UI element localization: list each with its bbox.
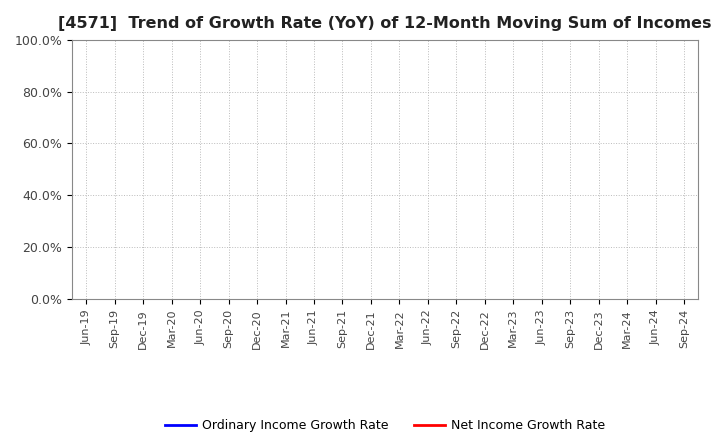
Legend: Ordinary Income Growth Rate, Net Income Growth Rate: Ordinary Income Growth Rate, Net Income … xyxy=(160,414,611,437)
Title: [4571]  Trend of Growth Rate (YoY) of 12-Month Moving Sum of Incomes: [4571] Trend of Growth Rate (YoY) of 12-… xyxy=(58,16,712,32)
